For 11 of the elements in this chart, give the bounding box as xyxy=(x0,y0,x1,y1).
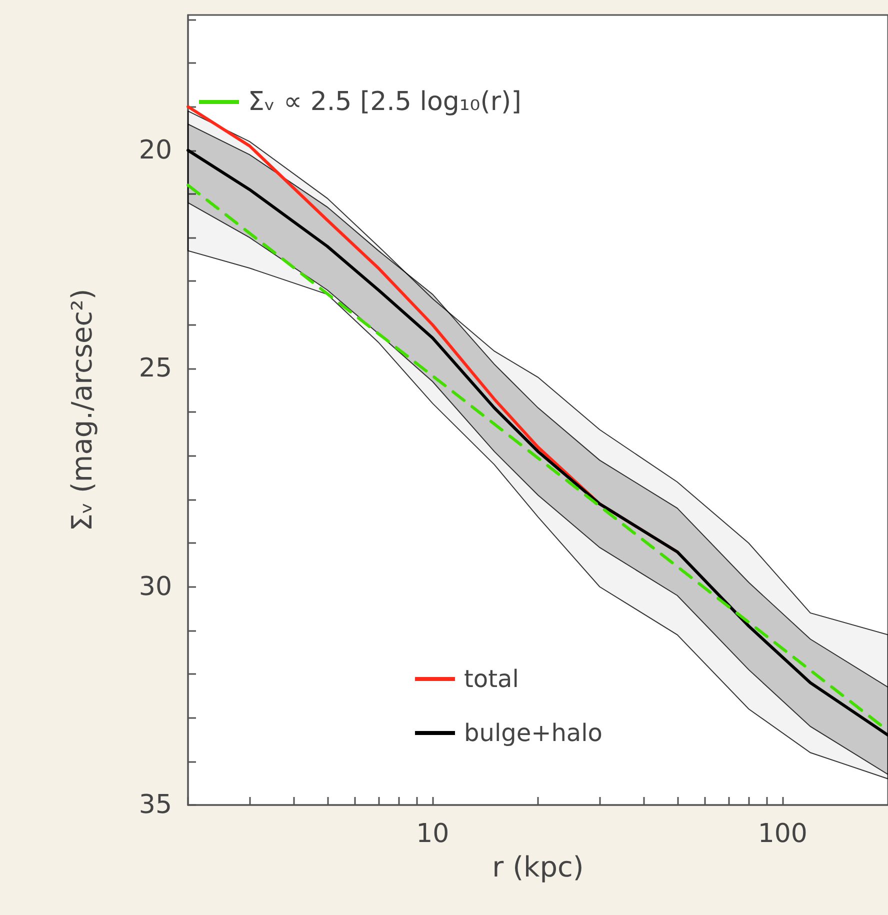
y-tick-label: 20 xyxy=(138,135,172,166)
legend-label: Σᵥ ∝ 2.5 [2.5 log₁₀(r)] xyxy=(248,87,522,117)
x-axis-title: r (kpc) xyxy=(492,850,584,884)
x-tick-label: 100 xyxy=(758,819,808,849)
y-tick-label: 35 xyxy=(138,790,172,820)
y-axis-title: Σᵥ (mag./arcsec²) xyxy=(66,288,98,532)
y-tick-label: 30 xyxy=(138,572,172,602)
y-tick-label: 25 xyxy=(138,354,172,384)
legend-label: bulge+halo xyxy=(464,719,602,747)
legend-label: total xyxy=(464,665,519,693)
x-tick-label: 10 xyxy=(416,819,450,849)
